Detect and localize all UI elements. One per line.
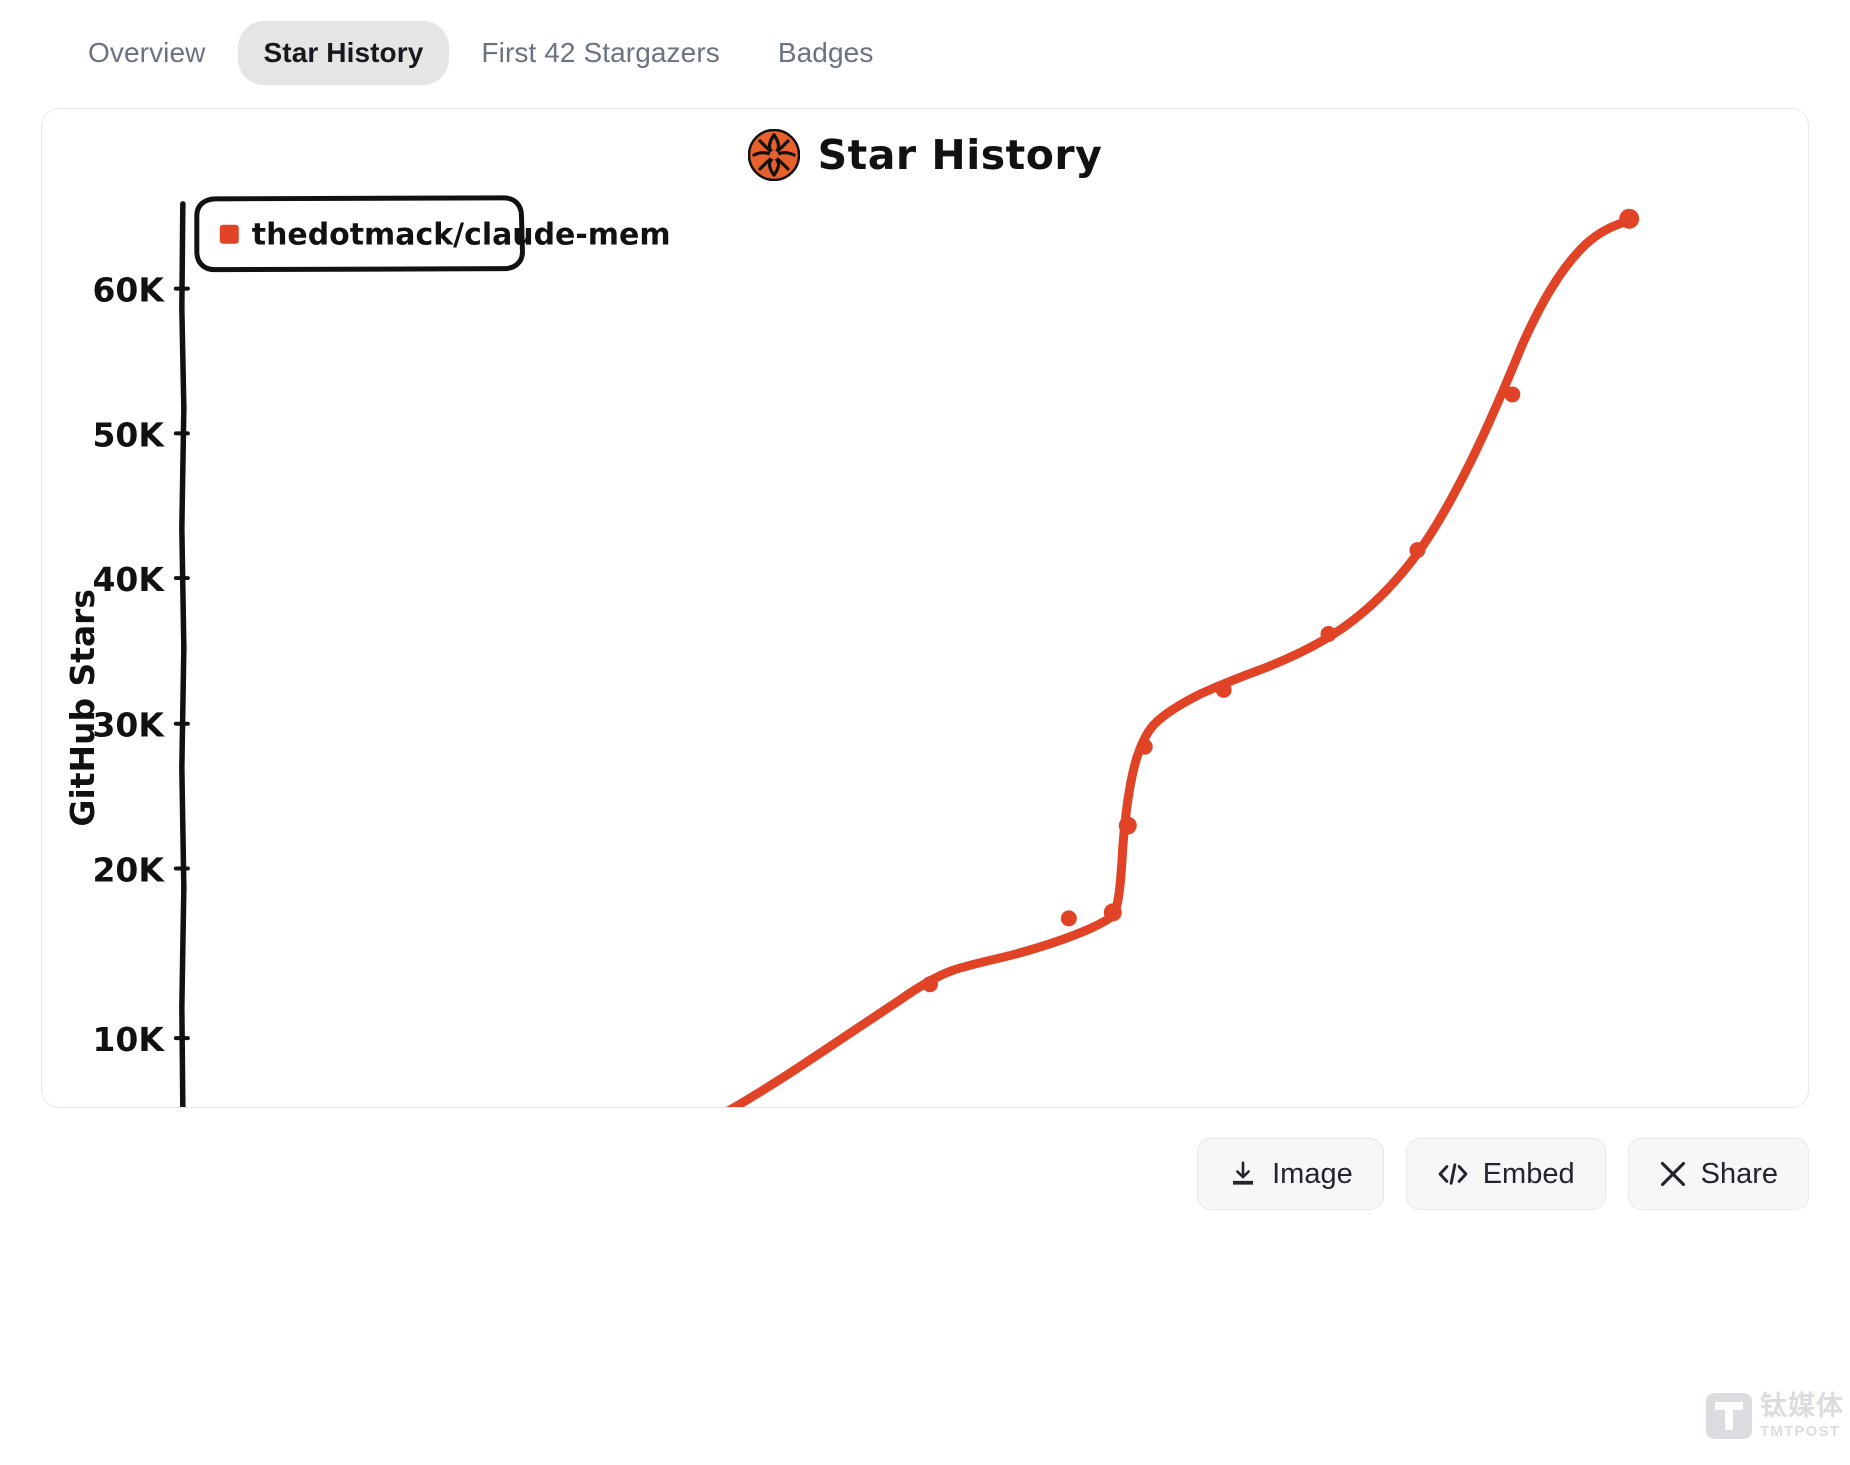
share-label: Share [1700,1157,1778,1190]
legend-label: thedotmack/claude-mem [252,218,671,253]
y-tick-label-40k: 40K [92,560,165,599]
y-tick-label-50k: 50K [92,415,165,454]
tab-first-42-stargazers[interactable]: First 42 Stargazers [481,36,720,68]
tmtpost-watermark-cn: 钛媒体 [1760,1391,1844,1421]
tab-overview[interactable]: Overview [88,36,206,68]
y-tick-label-10k: 10K [92,1020,165,1059]
embed-button[interactable]: Embed [1405,1138,1606,1210]
chart-action-buttons: Image Embed Share [0,1138,1850,1210]
y-axis-title: GitHub Stars [63,589,102,827]
tab-star-history[interactable]: Star History [237,20,450,85]
data-point [1409,542,1426,559]
tab-badges[interactable]: Badges [777,36,874,68]
chart-legend: thedotmack/claude-mem [194,195,671,273]
download-image-label: Image [1272,1157,1353,1190]
y-axis-line [179,201,187,1107]
data-point [1060,910,1077,927]
data-point [1136,738,1153,755]
data-point [1320,625,1337,642]
y-tick-label-30k: 30K [92,706,165,745]
y-tick-label-60k: 60K [92,271,165,310]
legend-swatch [219,224,239,244]
data-point [1619,208,1640,229]
series-markers [922,208,1640,993]
x-icon [1660,1161,1685,1187]
code-icon [1438,1163,1468,1185]
data-point [1103,903,1122,922]
star-history-chart-card: Star History 60K 50K 40K 30K 20K 10K Git… [41,108,1809,1108]
tab-bar: Overview Star History First 42 Stargazer… [0,0,1850,105]
data-point [1215,681,1232,698]
tmtpost-logo-icon [1706,1393,1752,1439]
share-button[interactable]: Share [1627,1138,1809,1210]
y-tick-label-20k: 20K [92,850,165,889]
download-icon [1233,1161,1254,1185]
data-point [1504,386,1521,403]
data-point [1118,816,1137,835]
download-image-button[interactable]: Image [1197,1138,1384,1210]
star-history-plot: 60K 50K 40K 30K 20K 10K GitHub Stars Oct… [63,195,1640,1107]
tmtpost-watermark: 钛媒体 TMTPOST [1706,1393,1844,1439]
data-point [922,976,938,993]
tmtpost-watermark-en: TMTPOST [1760,1423,1841,1440]
embed-label: Embed [1482,1157,1575,1190]
series-line-thedotmack-claude-mem [726,217,1631,1107]
